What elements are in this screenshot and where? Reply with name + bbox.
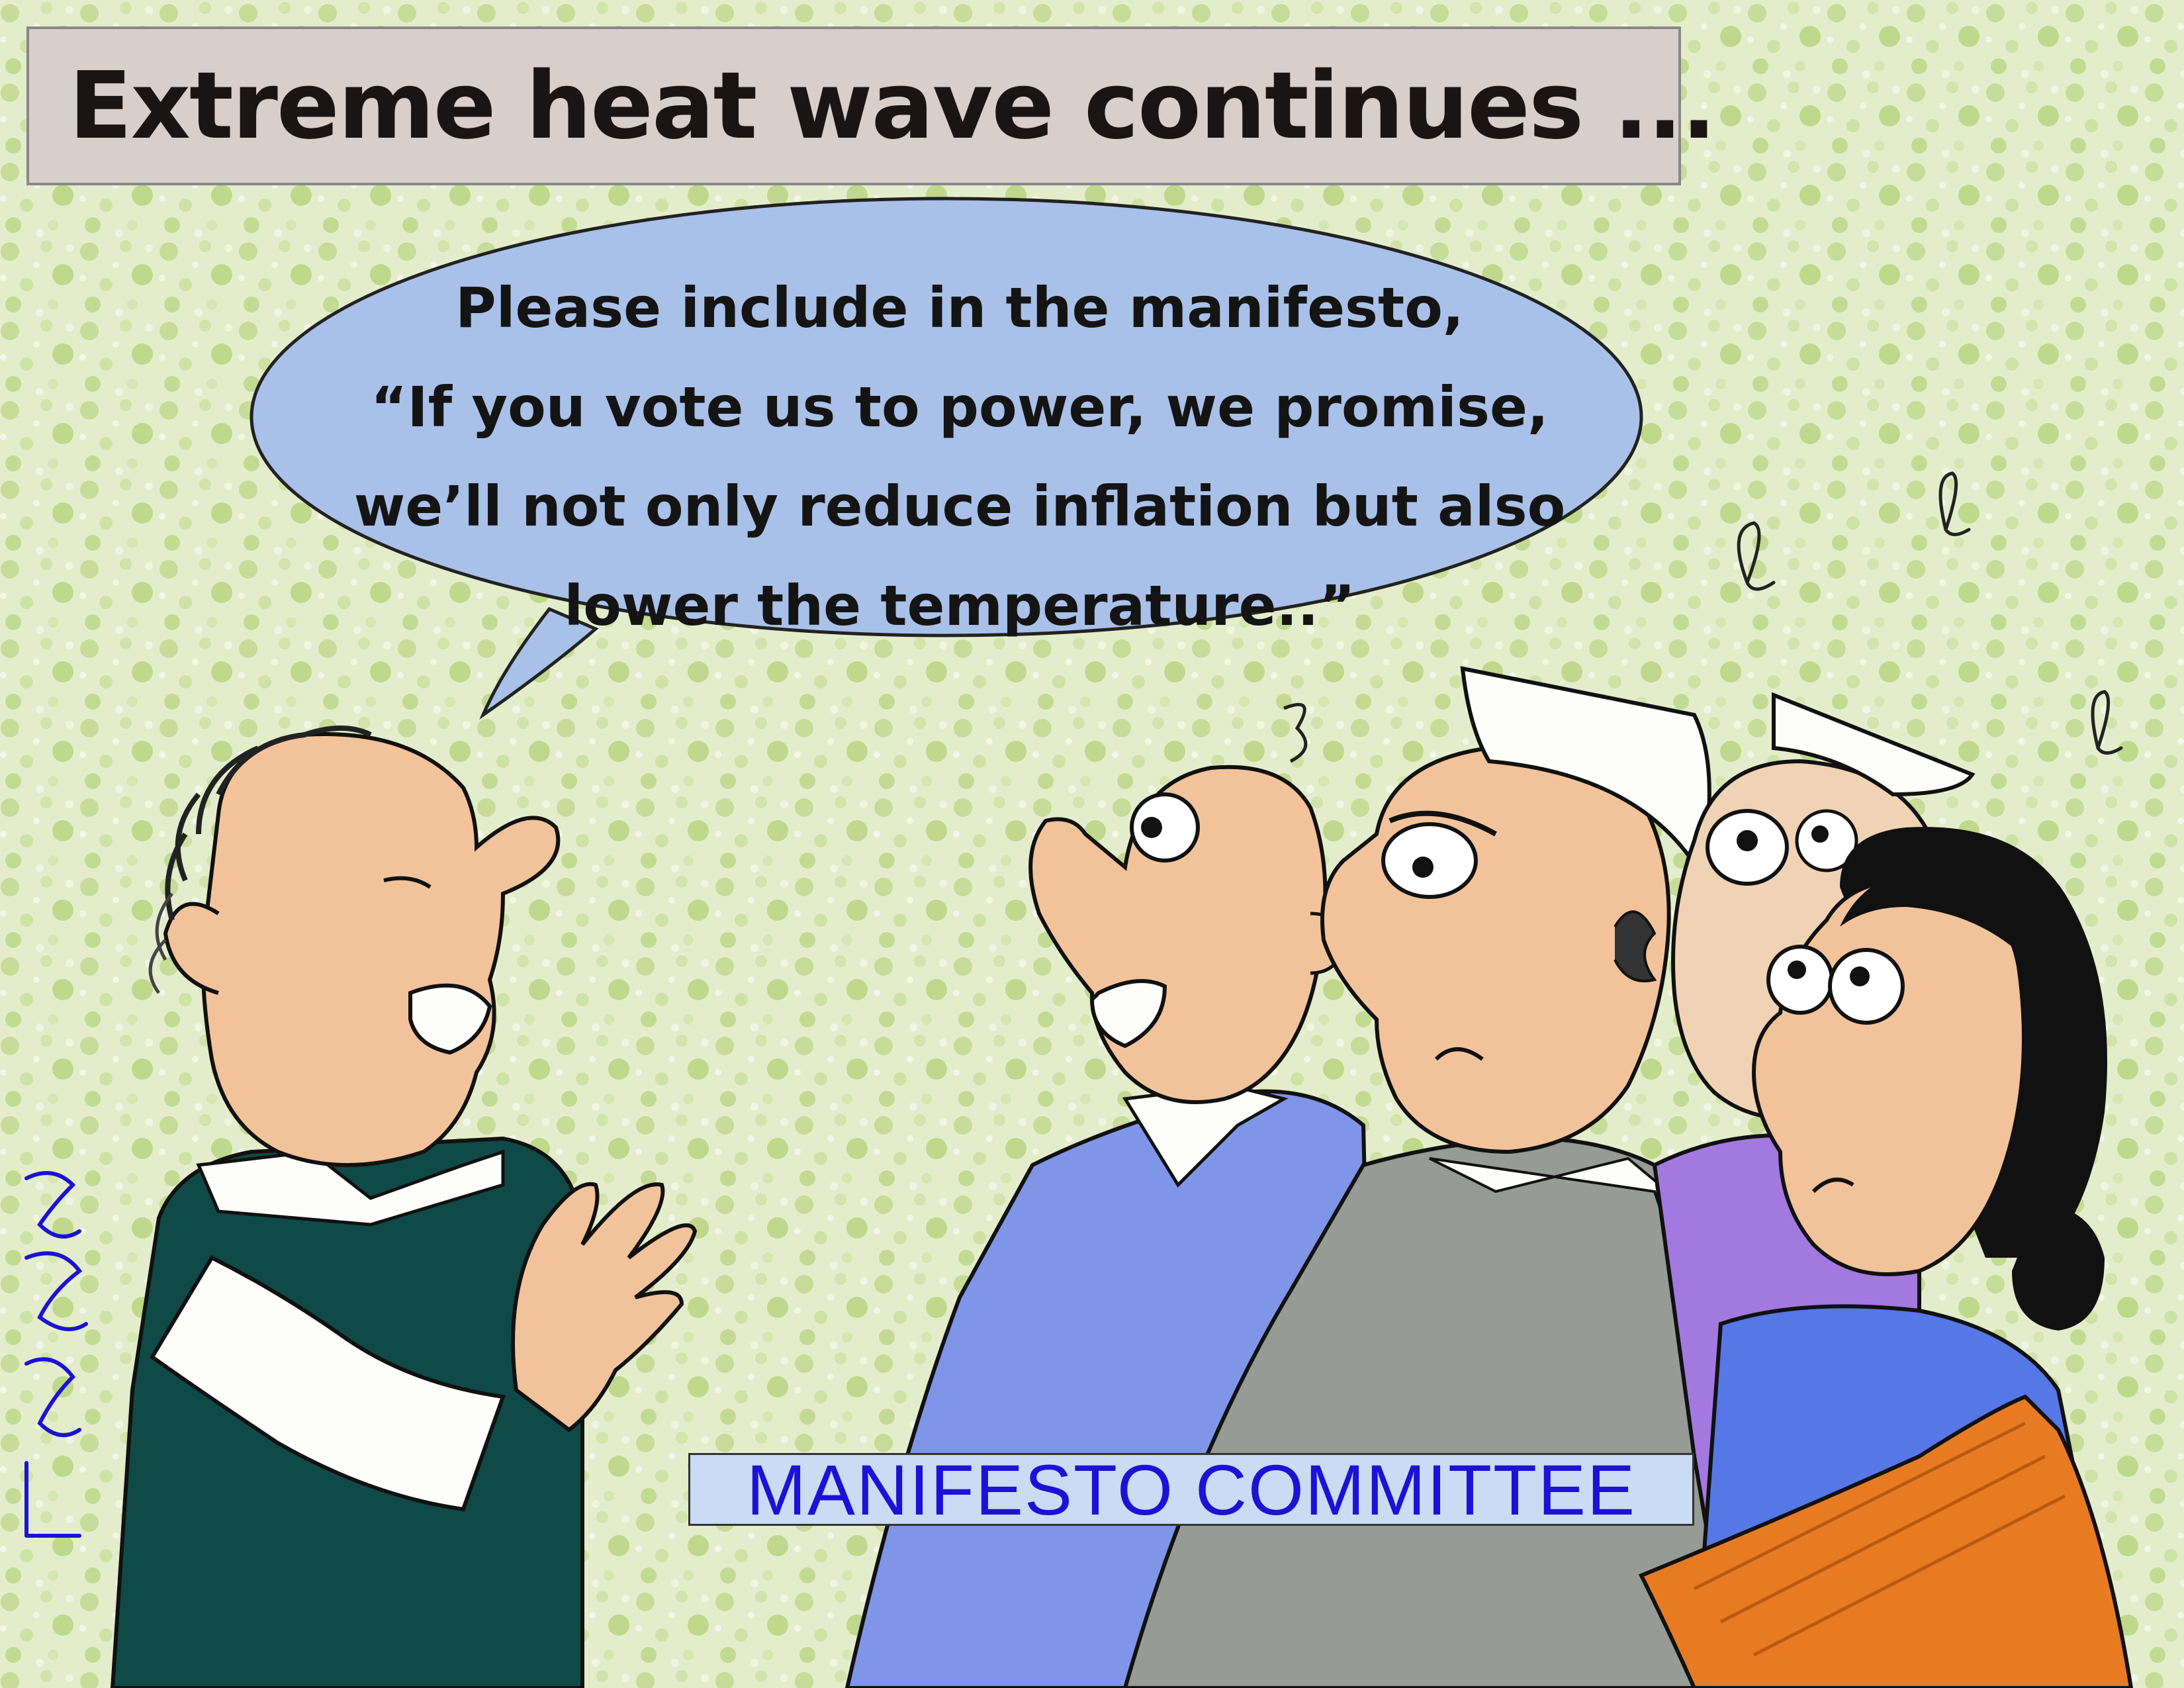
artist-signature-icon: [24, 1171, 88, 1538]
banner-label: MANIFESTO COMMITTEE: [746, 1449, 1637, 1530]
manifesto-committee-banner: MANIFESTO COMMITTEE: [688, 1450, 1694, 1530]
committee-woman: [1638, 827, 2134, 1688]
speech-bubble: [250, 197, 1643, 720]
speech-line: “If you vote us to power, we promise,: [371, 375, 1549, 440]
page-title: Extreme heat wave continues ...: [69, 52, 1717, 160]
speaker-man: [110, 726, 698, 1688]
speech-text: Please include in the manifesto, “If you…: [278, 258, 1641, 655]
speech-line: Please include in the manifesto,: [455, 275, 1464, 340]
sweat-drops-icon: [1737, 471, 2123, 755]
speech-line: we’ll not only reduce inflation but also: [353, 474, 1566, 539]
speech-line: lower the temperature..”: [564, 573, 1355, 638]
title-box: Extreme heat wave continues ...: [26, 26, 1717, 185]
committee-man-grey: [1122, 666, 1737, 1688]
